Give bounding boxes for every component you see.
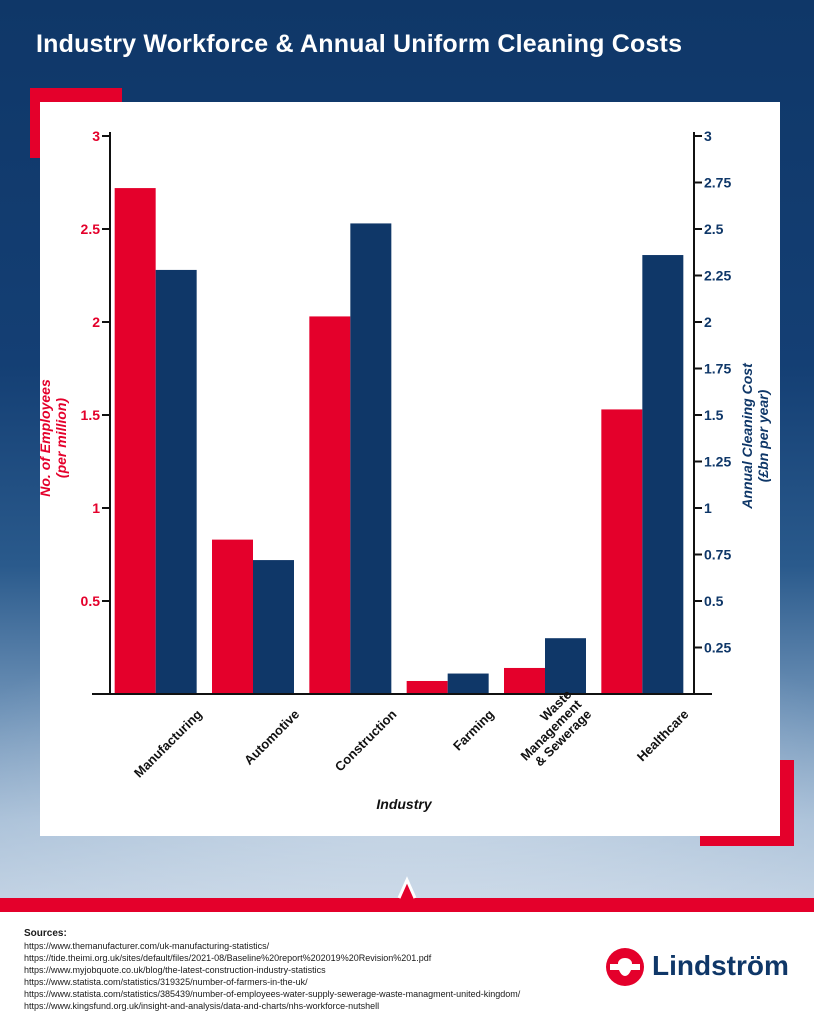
red-corner-top-left	[30, 88, 122, 102]
source-line[interactable]: https://tide.theimi.org.uk/sites/default…	[24, 953, 432, 963]
right-tick-label: 3	[704, 128, 712, 144]
source-line[interactable]: https://www.themanufacturer.com/uk-manuf…	[24, 941, 270, 951]
bar-employees	[504, 667, 545, 694]
bar-cleaning-cost	[545, 638, 586, 694]
bar-cleaning-cost	[155, 269, 197, 694]
x-tick-label: Construction	[332, 707, 400, 775]
x-tick-label: Manufacturing	[131, 707, 205, 781]
bar-cleaning-cost	[253, 560, 294, 694]
right-tick-label: 2.75	[704, 175, 731, 191]
page-title: Industry Workforce & Annual Uniform Clea…	[36, 30, 683, 58]
right-tick-label: 0.75	[704, 547, 731, 563]
sources-heading: Sources:	[24, 928, 67, 939]
bottom-red-strip	[0, 898, 814, 912]
source-line[interactable]: https://www.kingsfund.org.uk/insight-and…	[24, 1001, 380, 1011]
red-corner-top-left-vertical	[30, 88, 40, 158]
y-axis-title-left: No. of Employees(per million)	[37, 379, 69, 497]
bar-employees	[601, 409, 643, 694]
right-tick-label: 1.75	[704, 361, 731, 377]
x-tick-label: Healthcare	[634, 707, 692, 765]
bar-cleaning-cost	[447, 673, 489, 694]
right-tick-label: 0.25	[704, 640, 731, 656]
source-line[interactable]: https://www.statista.com/statistics/3193…	[24, 977, 308, 987]
x-axis-title: Industry	[376, 796, 432, 812]
right-tick-label: 0.5	[704, 593, 724, 609]
x-tick-label: Farming	[450, 707, 497, 754]
right-tick-label: 2	[704, 314, 712, 330]
logo-wordmark: Lindström	[652, 950, 789, 981]
source-line[interactable]: https://www.statista.com/statistics/3854…	[24, 989, 521, 999]
bar-employees	[114, 188, 156, 694]
left-tick-label: 1	[92, 500, 100, 516]
x-tick-label: WasteManagement& Sewerage	[508, 686, 595, 773]
left-tick-label: 3	[92, 128, 100, 144]
right-tick-label: 2.5	[704, 221, 724, 237]
right-tick-label: 1	[704, 500, 712, 516]
right-tick-label: 2.25	[704, 268, 731, 284]
bar-cleaning-cost	[350, 223, 392, 695]
y-axis-title-right: Annual Cleaning Cost(£bn per year)	[739, 362, 771, 510]
bar-employees	[212, 539, 253, 694]
left-tick-label: 0.5	[81, 593, 101, 609]
left-tick-label: 2	[92, 314, 100, 330]
x-tick-label: Automotive	[241, 707, 302, 768]
red-corner-bottom-right-vertical	[780, 760, 794, 846]
bar-employees	[309, 316, 351, 694]
right-tick-label: 1.5	[704, 407, 724, 423]
sources-block: Sources: https://www.themanufacturer.com…	[24, 928, 624, 1012]
bar-cleaning-cost	[642, 255, 684, 695]
source-line[interactable]: https://www.myjobquote.co.uk/blog/the-la…	[24, 965, 326, 975]
lindstrom-logo-icon	[606, 948, 644, 986]
left-tick-label: 2.5	[81, 221, 101, 237]
right-tick-label: 1.25	[704, 454, 731, 470]
strip-notch	[389, 876, 425, 902]
lindstrom-logo: Lindström	[606, 946, 796, 990]
bar-employees	[406, 680, 448, 694]
bar-chart: Manufacturing Automotive Construction Farmi…	[37, 128, 771, 812]
left-tick-label: 1.5	[81, 407, 101, 423]
